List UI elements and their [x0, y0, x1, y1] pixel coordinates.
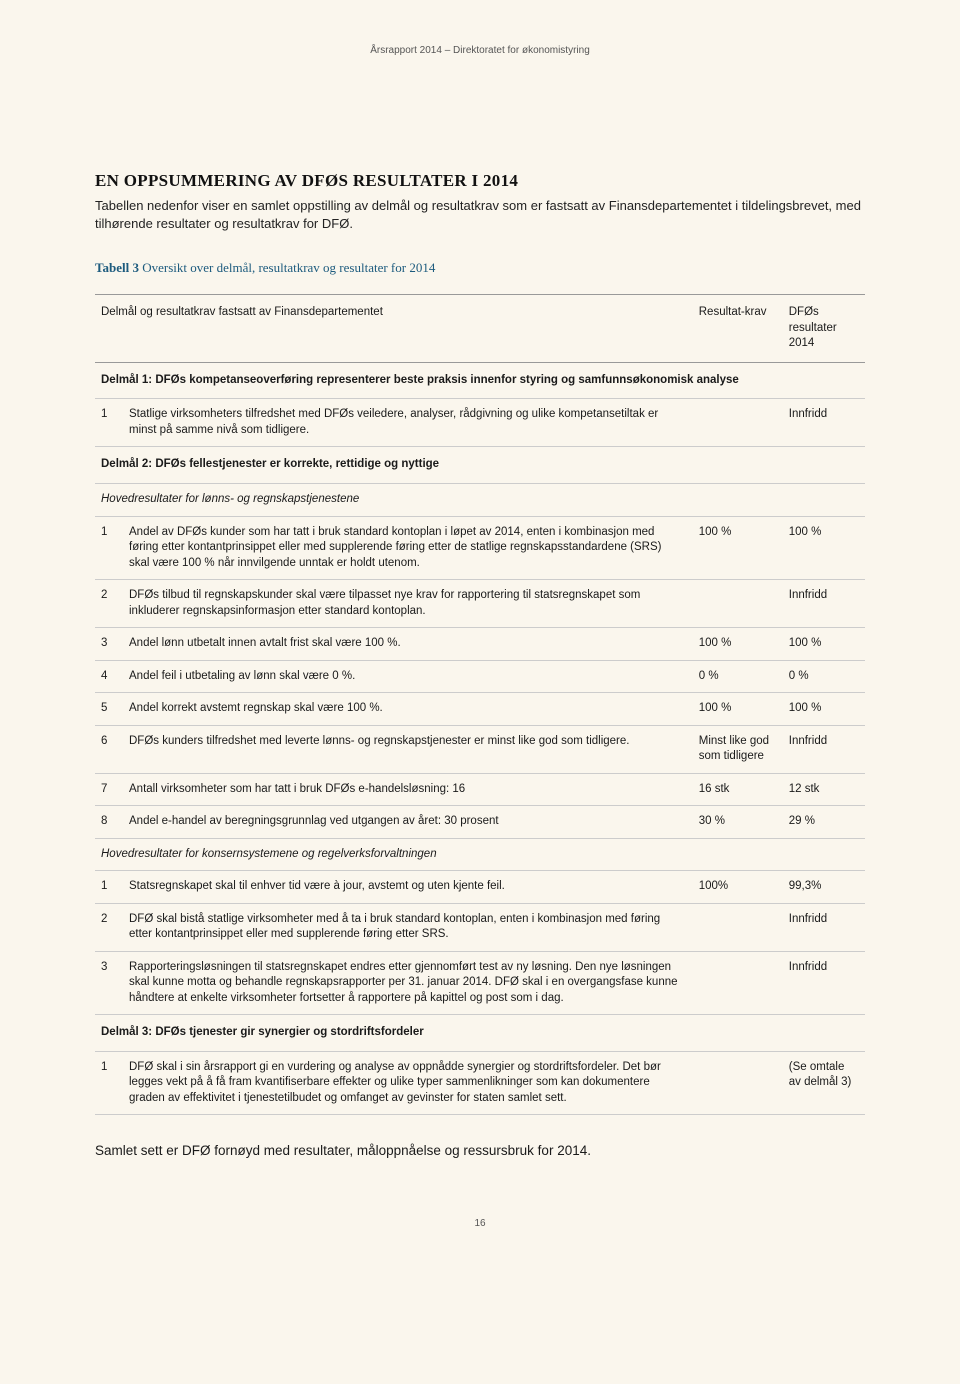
table-caption-text: Oversikt over delmål, resultatkrav og re… — [139, 260, 435, 275]
row-desc: Statsregnskapet skal til enhver tid være… — [123, 871, 693, 904]
row-num: 5 — [95, 693, 123, 726]
row-result: Innfridd — [783, 725, 865, 773]
page-number: 16 — [95, 1218, 865, 1229]
main-heading: EN OPPSUMMERING AV DFØS RESULTATER I 201… — [95, 171, 865, 191]
subsection-2a-title: Hovedresultater for lønns- og regnskapst… — [95, 483, 865, 516]
row-req: 100 % — [693, 628, 783, 661]
row-req — [693, 903, 783, 951]
row-req: 16 stk — [693, 773, 783, 806]
table-header-col2: Resultat-krav — [693, 295, 783, 363]
row-result: (Se omtale av delmål 3) — [783, 1051, 865, 1115]
section-1-title: Delmål 1: DFØs kompetanseoverføring repr… — [95, 362, 865, 399]
row-desc: Andel e-handel av beregningsgrunnlag ved… — [123, 806, 693, 839]
row-num: 1 — [95, 1051, 123, 1115]
row-num: 8 — [95, 806, 123, 839]
row-result: 100 % — [783, 516, 865, 580]
row-req — [693, 1051, 783, 1115]
table-caption-label: Tabell 3 — [95, 260, 139, 275]
row-desc: Andel korrekt avstemt regnskap skal være… — [123, 693, 693, 726]
results-table: Delmål og resultatkrav fastsatt av Finan… — [95, 294, 865, 1115]
row-desc: Andel lønn utbetalt innen avtalt frist s… — [123, 628, 693, 661]
row-req — [693, 951, 783, 1015]
row-req: 0 % — [693, 660, 783, 693]
row-num: 1 — [95, 871, 123, 904]
row-req — [693, 399, 783, 447]
subsection-2b-title: Hovedresultater for konsernsystemene og … — [95, 838, 865, 871]
row-desc: Statlige virksomheters tilfredshet med D… — [123, 399, 693, 447]
table-header-col3: DFØs resultater 2014 — [783, 295, 865, 363]
row-result: 99,3% — [783, 871, 865, 904]
section-2-title: Delmål 2: DFØs fellestjenester er korrek… — [95, 447, 865, 484]
closing-paragraph: Samlet sett er DFØ fornøyd med resultate… — [95, 1143, 865, 1158]
row-desc: DFØ skal i sin årsrapport gi en vurderin… — [123, 1051, 693, 1115]
row-result: Innfridd — [783, 951, 865, 1015]
row-num: 6 — [95, 725, 123, 773]
report-header: Årsrapport 2014 – Direktoratet for økono… — [95, 45, 865, 56]
row-result: 12 stk — [783, 773, 865, 806]
row-num: 2 — [95, 580, 123, 628]
row-result: Innfridd — [783, 580, 865, 628]
row-result: 100 % — [783, 628, 865, 661]
row-num: 3 — [95, 951, 123, 1015]
row-num: 1 — [95, 399, 123, 447]
row-desc: DFØs kunders tilfredshet med leverte løn… — [123, 725, 693, 773]
row-req — [693, 580, 783, 628]
row-result: 29 % — [783, 806, 865, 839]
row-req: 100 % — [693, 516, 783, 580]
row-result: 0 % — [783, 660, 865, 693]
row-num: 7 — [95, 773, 123, 806]
row-num: 2 — [95, 903, 123, 951]
table-caption: Tabell 3 Oversikt over delmål, resultatk… — [95, 260, 865, 276]
row-desc: DFØ skal bistå statlige virksomheter med… — [123, 903, 693, 951]
row-num: 4 — [95, 660, 123, 693]
row-req: Minst like god som tidligere — [693, 725, 783, 773]
row-result: Innfridd — [783, 399, 865, 447]
row-req: 30 % — [693, 806, 783, 839]
section-3-title: Delmål 3: DFØs tjenester gir synergier o… — [95, 1015, 865, 1052]
row-req: 100 % — [693, 693, 783, 726]
row-num: 1 — [95, 516, 123, 580]
row-result: 100 % — [783, 693, 865, 726]
row-num: 3 — [95, 628, 123, 661]
table-header-col1: Delmål og resultatkrav fastsatt av Finan… — [95, 295, 693, 363]
row-desc: Andel feil i utbetaling av lønn skal vær… — [123, 660, 693, 693]
row-desc: Rapporteringsløsningen til statsregnskap… — [123, 951, 693, 1015]
row-req: 100% — [693, 871, 783, 904]
row-desc: Antall virksomheter som har tatt i bruk … — [123, 773, 693, 806]
row-desc: DFØs tilbud til regnskapskunder skal vær… — [123, 580, 693, 628]
row-result: Innfridd — [783, 903, 865, 951]
intro-paragraph: Tabellen nedenfor viser en samlet oppsti… — [95, 197, 865, 233]
row-desc: Andel av DFØs kunder som har tatt i bruk… — [123, 516, 693, 580]
